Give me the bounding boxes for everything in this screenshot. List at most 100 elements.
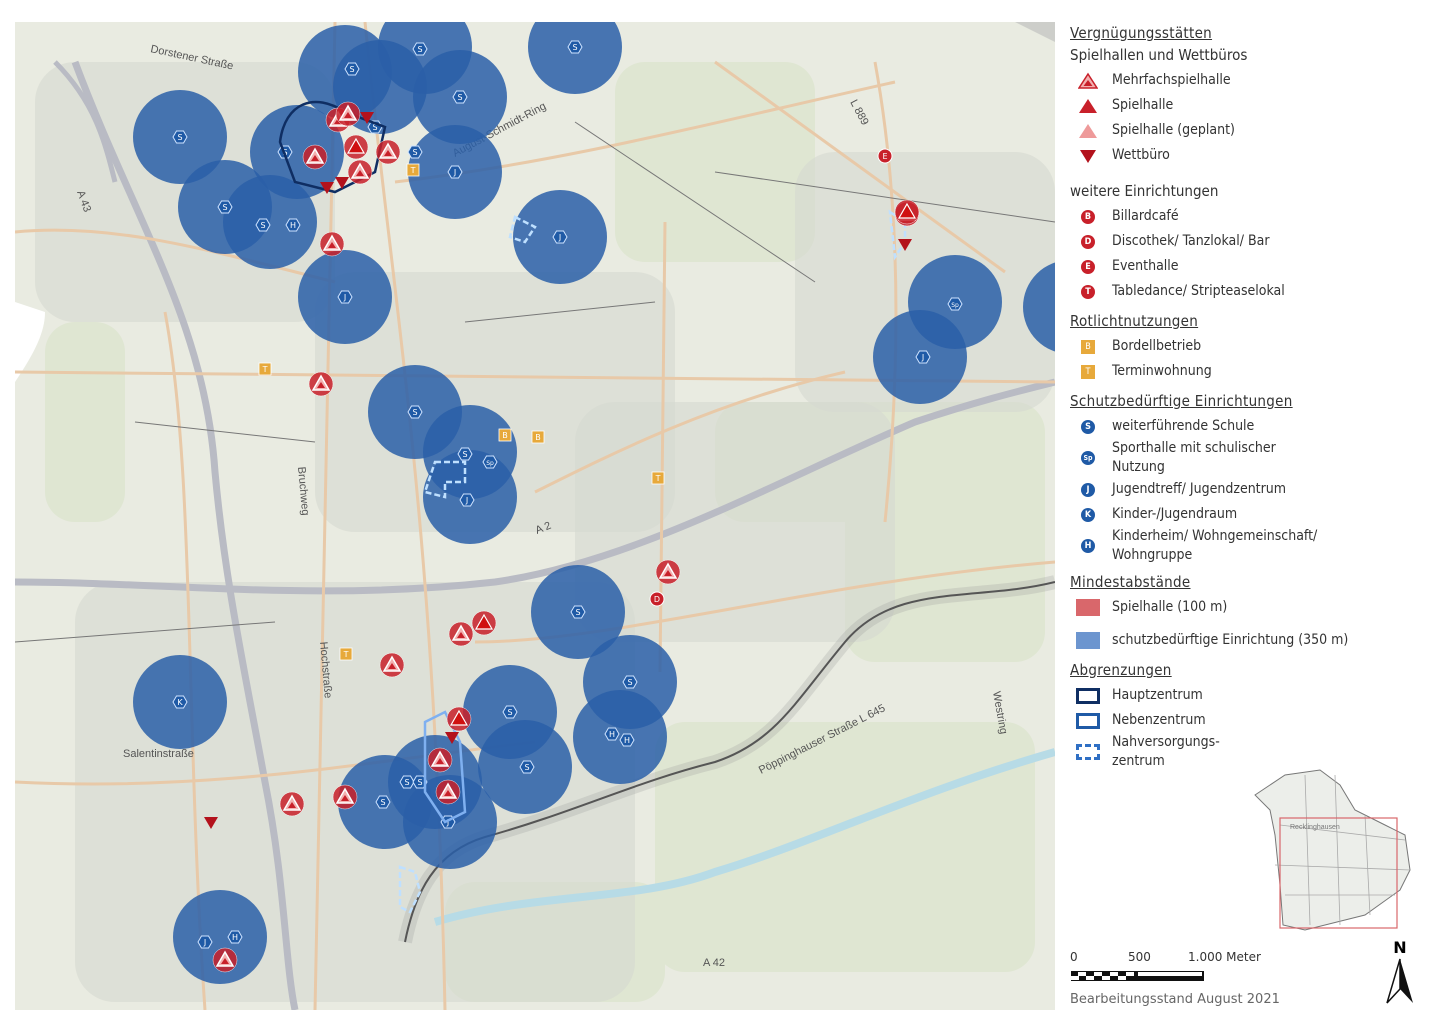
- local-supply-center-swatch: [1076, 744, 1100, 760]
- legend-item: Spielhalle: [1070, 93, 1435, 118]
- road: [574, 121, 816, 283]
- svg-text:T: T: [655, 474, 661, 483]
- north-arrow-icon: [1386, 958, 1413, 1004]
- multi-arcade-marker: [448, 621, 474, 647]
- svg-text:Sp: Sp: [951, 302, 959, 309]
- street-label: L 889: [847, 98, 870, 128]
- map[interactable]: Dorstener Straße August-Schmidt-Ring Bru…: [15, 22, 1055, 1010]
- appointment-flat-icon: T: [1081, 364, 1095, 379]
- svg-text:S: S: [177, 133, 182, 142]
- legend-item: T Terminwohnung: [1070, 359, 1435, 384]
- green-area: [45, 322, 125, 522]
- inset-label: Recklinghausen: [1290, 824, 1340, 831]
- road: [313, 22, 337, 1010]
- svg-text:J: J: [465, 496, 468, 505]
- protected-buffer-zone: [1023, 262, 1055, 352]
- sports-hall-icon: Sp: [1081, 451, 1095, 465]
- protected-buffer-swatch: [1076, 632, 1100, 649]
- legend-item: E Eventhalle: [1070, 254, 1435, 279]
- svg-text:E: E: [882, 152, 887, 161]
- youth-room-icon: K: [1081, 507, 1095, 522]
- protected-facility-marker: S: [622, 675, 638, 689]
- svg-text:Sp: Sp: [486, 460, 494, 467]
- street-label: Bruchweg: [295, 466, 311, 516]
- planned-arcade-icon: [1076, 122, 1100, 140]
- multi-arcade-marker: [212, 947, 238, 973]
- protected-buffer-zone: [573, 690, 667, 784]
- street-label: Salentinstraße: [123, 748, 194, 760]
- road: [134, 421, 316, 443]
- legend-heading: weitere Einrichtungen: [1070, 182, 1219, 200]
- highway: [71, 60, 299, 1010]
- protected-facility-marker: S: [399, 775, 415, 789]
- betting-office-marker: [320, 182, 334, 194]
- highway: [53, 60, 118, 183]
- road: [714, 60, 1006, 274]
- svg-text:S: S: [372, 123, 377, 132]
- green-area: [655, 722, 1035, 972]
- svg-text:S: S: [627, 678, 632, 687]
- svg-text:S: S: [380, 798, 385, 807]
- protected-facility-marker: J: [915, 350, 931, 364]
- legend-heading: Schutzbedürftige Einrichtungen: [1070, 392, 1293, 410]
- svg-text:S: S: [417, 778, 422, 787]
- redlight-marker: B: [498, 428, 512, 442]
- legend-heading: Spielhallen und Wettbüros: [1070, 46, 1248, 64]
- svg-text:H: H: [232, 933, 238, 942]
- multi-arcade-marker: [279, 791, 305, 817]
- protected-facility-marker: S: [567, 40, 583, 54]
- protected-facility-marker: S: [519, 760, 535, 774]
- north-arrow: N: [1385, 938, 1415, 1009]
- protected-facility-marker: S: [172, 130, 188, 144]
- svg-text:T: T: [343, 650, 349, 659]
- sub-center-boundary: [423, 710, 467, 824]
- local-supply-center-boundary: [423, 460, 467, 499]
- svg-text:T: T: [262, 365, 268, 374]
- svg-text:S: S: [507, 708, 512, 717]
- redlight-marker: T: [651, 471, 665, 485]
- svg-text:H: H: [624, 736, 630, 745]
- main-center-boundary: [278, 100, 387, 194]
- legend-item: Mehrfachspielhalle: [1070, 68, 1435, 93]
- highway: [15, 378, 1055, 595]
- legend-item: D Discothek/ Tanzlokal/ Bar: [1070, 229, 1435, 254]
- arcade-marker: [343, 134, 369, 160]
- green-area: [615, 62, 815, 262]
- scale-bar: 0 500 1.000 Meter: [1070, 950, 1270, 987]
- brothel-icon: B: [1081, 339, 1095, 354]
- svg-text:J: J: [446, 818, 449, 827]
- multi-arcade-marker: [335, 101, 361, 127]
- road: [534, 370, 846, 494]
- road: [464, 301, 656, 323]
- protected-facility-marker: S: [255, 218, 271, 232]
- legend-heading: Mindestabstände: [1070, 573, 1191, 591]
- road: [15, 621, 276, 643]
- svg-text:S: S: [462, 450, 467, 459]
- legend-title: Vergnügungsstätten: [1070, 24, 1213, 42]
- venue-marker: E: [877, 148, 893, 164]
- tabledance-icon: T: [1081, 284, 1095, 299]
- protected-facility-marker: S: [344, 62, 360, 76]
- protected-facility-marker: S: [412, 775, 428, 789]
- svg-text:S: S: [412, 408, 417, 417]
- protected-facility-marker: J: [552, 230, 568, 244]
- svg-text:J: J: [343, 293, 346, 302]
- protected-facility-marker: J: [447, 165, 463, 179]
- multi-arcade-marker: [308, 371, 334, 397]
- protected-facility-marker: S: [502, 705, 518, 719]
- protected-buffer-zone: [250, 105, 344, 199]
- status-date: Bearbeitungsstand August 2021: [1070, 992, 1280, 1007]
- arcade-buffer-swatch: [1076, 599, 1100, 616]
- disco-icon: D: [1081, 234, 1095, 249]
- betting-office-marker: [335, 177, 349, 189]
- protected-facility-marker: S: [457, 447, 473, 461]
- multi-arcade-marker: [435, 779, 461, 805]
- svg-text:S: S: [575, 608, 580, 617]
- legend-item: Spielhalle (100 m): [1070, 595, 1435, 620]
- svg-text:B: B: [535, 433, 541, 442]
- legend-item: Nebenzentrum: [1070, 708, 1435, 733]
- youth-center-icon: J: [1081, 482, 1095, 497]
- street-label: Hochstraße: [317, 641, 334, 699]
- childrens-home-icon: H: [1081, 539, 1095, 553]
- protected-facility-marker: J: [337, 290, 353, 304]
